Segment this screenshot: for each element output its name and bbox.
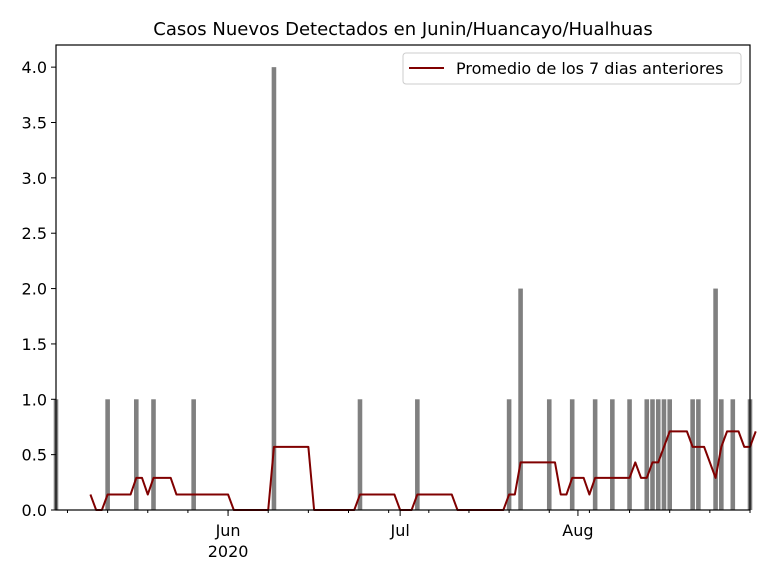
bar [696, 399, 701, 510]
bar [661, 399, 667, 510]
y-tick-label: 1.0 [22, 390, 47, 409]
bar [719, 399, 724, 510]
bar [105, 399, 110, 510]
y-tick-label: 0.0 [22, 501, 47, 520]
bar [134, 399, 139, 510]
x-tick-label: Jul [389, 521, 409, 540]
line-path [89, 430, 757, 511]
bar [518, 288, 523, 510]
y-tick-label: 2.5 [22, 224, 47, 243]
chart-title: Casos Nuevos Detectados en Junin/Huancay… [153, 19, 652, 40]
bar [546, 399, 552, 510]
legend-box [402, 52, 742, 85]
bar [713, 288, 718, 510]
x-tick-label: Jun [215, 521, 241, 540]
y-tick-label: 4.0 [22, 58, 47, 77]
x-tick-label: Aug [562, 521, 593, 540]
bar [644, 399, 650, 510]
bar [569, 399, 575, 510]
bar [667, 399, 672, 510]
legend-label: Promedio de los 7 dias anteriores [456, 59, 723, 78]
y-tick-label: 3.5 [22, 114, 47, 133]
x-tick-sublabel: 2020 [208, 542, 249, 561]
bar [650, 399, 655, 510]
bar [592, 399, 598, 510]
bar-series [53, 67, 753, 511]
legend: Promedio de los 7 dias anteriores [402, 52, 742, 85]
bar [191, 399, 196, 510]
y-tick-label: 2.0 [22, 280, 47, 299]
bar [151, 399, 156, 510]
bar [610, 399, 615, 510]
y-axis: 0.0 0.5 1.0 1.5 2.0 2.5 3.0 3.5 4.0 [22, 58, 56, 520]
bar [271, 67, 277, 511]
bar [627, 399, 632, 510]
y-tick-label: 3.0 [22, 169, 47, 188]
plot-frame [55, 44, 751, 511]
y-tick-label: 0.5 [22, 446, 47, 465]
line-series [89, 430, 757, 511]
x-axis: Jun 2020 Jul Aug [66, 510, 751, 561]
bar [506, 399, 512, 510]
y-tick-label: 1.5 [22, 335, 47, 354]
bar [690, 399, 695, 510]
bar [357, 399, 363, 510]
bar [655, 399, 661, 510]
bar [730, 399, 736, 510]
bar [415, 399, 420, 510]
